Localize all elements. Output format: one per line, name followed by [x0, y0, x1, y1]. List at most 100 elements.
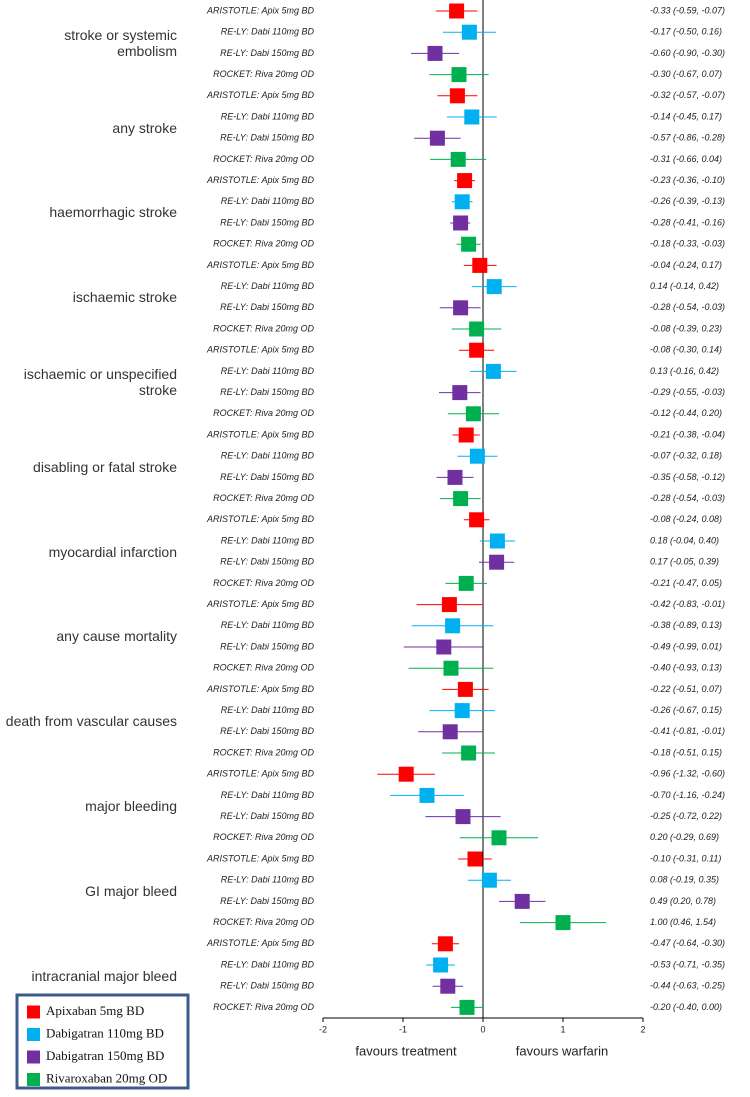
legend-label: Rivaroxaban 20mg OD	[46, 1070, 167, 1085]
point-estimate	[449, 88, 465, 104]
point-estimate	[481, 872, 497, 888]
outcome-label: GI major bleed	[85, 882, 177, 899]
point-estimate	[489, 554, 505, 570]
trial-label: ARISTOTLE: Apix 5mg BD	[206, 345, 315, 355]
value-label: -0.31 (-0.66, 0.04)	[650, 154, 722, 164]
legend-swatch	[27, 1028, 40, 1041]
outcome-label: haemorrhagic stroke	[49, 204, 177, 221]
legend-swatch	[27, 1005, 40, 1019]
point-estimate	[449, 3, 465, 19]
point-estimate	[555, 915, 571, 931]
point-estimate	[457, 681, 473, 697]
trial-label: ROCKET: Riva 20mg OD	[213, 832, 314, 842]
value-label: -0.04 (-0.24, 0.17)	[650, 260, 722, 270]
x-tick-label: 2	[640, 1024, 645, 1034]
trial-label: RE-LY: Dabi 150mg BD	[220, 387, 314, 397]
point-estimate	[472, 257, 488, 273]
trial-label: ARISTOTLE: Apix 5mg BD	[206, 260, 315, 270]
value-label: -0.10 (-0.31, 0.11)	[650, 853, 721, 863]
point-estimate	[427, 45, 443, 61]
trial-label: RE-LY: Dabi 110mg BD	[221, 959, 315, 969]
trial-label: ARISTOTLE: Apix 5mg BD	[206, 769, 315, 779]
trial-label: ROCKET: Riva 20mg OD	[213, 917, 314, 927]
point-estimate	[461, 745, 477, 761]
value-label: -0.30 (-0.67, 0.07)	[650, 69, 722, 79]
trial-label: ARISTOTLE: Apix 5mg BD	[206, 429, 315, 439]
outcome-label: any stroke	[112, 119, 177, 136]
trial-label: RE-LY: Dabi 110mg BD	[221, 451, 315, 461]
legend-label: Dabigatran 150mg BD	[46, 1048, 164, 1063]
point-estimate	[469, 342, 485, 358]
point-estimate	[453, 215, 469, 231]
value-label: -0.18 (-0.33, -0.03)	[650, 239, 725, 249]
point-estimate	[514, 893, 530, 909]
point-estimate	[491, 830, 507, 846]
point-estimate	[459, 999, 475, 1015]
value-label: -0.28 (-0.41, -0.16)	[650, 217, 725, 227]
value-label: -0.08 (-0.24, 0.08)	[650, 514, 722, 524]
point-estimate	[469, 512, 485, 528]
value-label: -0.21 (-0.47, 0.05)	[650, 578, 722, 588]
value-label: 0.08 (-0.19, 0.35)	[650, 875, 719, 885]
value-label: -0.18 (-0.51, 0.15)	[650, 747, 722, 757]
trial-label: RE-LY: Dabi 110mg BD	[221, 27, 315, 37]
outcome-label: intracranial major bleed	[31, 967, 177, 984]
value-label: -0.60 (-0.90, -0.30)	[650, 48, 725, 58]
value-label: -0.44 (-0.63, -0.25)	[650, 981, 725, 991]
point-estimate	[419, 787, 435, 803]
trial-label: ARISTOTLE: Apix 5mg BD	[206, 5, 315, 15]
trial-label: RE-LY: Dabi 150mg BD	[220, 133, 314, 143]
value-label: -0.23 (-0.36, -0.10)	[650, 175, 725, 185]
point-estimate	[453, 491, 469, 507]
trial-label: RE-LY: Dabi 150mg BD	[220, 896, 314, 906]
point-estimate	[454, 703, 470, 719]
trial-label: ARISTOTLE: Apix 5mg BD	[206, 599, 315, 609]
point-estimate	[458, 427, 474, 443]
value-label: -0.12 (-0.44, 0.20)	[650, 408, 722, 418]
trial-label: RE-LY: Dabi 110mg BD	[221, 281, 315, 291]
x-tick-label: 0	[480, 1024, 485, 1034]
point-estimate	[467, 851, 483, 867]
trial-label: RE-LY: Dabi 150mg BD	[220, 981, 314, 991]
point-estimate	[447, 469, 463, 485]
value-label: -0.25 (-0.72, 0.22)	[650, 811, 722, 821]
value-label: -0.08 (-0.39, 0.23)	[650, 323, 722, 333]
x-label-right: favours warfarin	[516, 1043, 608, 1058]
value-label: 0.17 (-0.05, 0.39)	[650, 557, 719, 567]
trial-label: ARISTOTLE: Apix 5mg BD	[206, 938, 315, 948]
value-label: 1.00 (0.46, 1.54)	[650, 917, 716, 927]
value-label: -0.07 (-0.32, 0.18)	[650, 451, 722, 461]
value-label: -0.14 (-0.45, 0.17)	[650, 111, 722, 121]
point-estimate	[485, 363, 501, 379]
x-tick-label: -1	[399, 1024, 407, 1034]
legend-box	[15, 993, 190, 1090]
point-estimate	[452, 385, 468, 401]
value-label: -0.26 (-0.67, 0.15)	[650, 705, 722, 715]
outcome-label: ischaemic stroke	[72, 289, 177, 306]
trial-label: ARISTOTLE: Apix 5mg BD	[206, 684, 315, 694]
trial-label: RE-LY: Dabi 110mg BD	[221, 366, 315, 376]
trial-label: RE-LY: Dabi 150mg BD	[220, 726, 314, 736]
point-estimate	[486, 279, 502, 295]
value-label: -0.38 (-0.89, 0.13)	[650, 620, 722, 630]
x-tick-label: -2	[319, 1024, 327, 1034]
point-estimate	[429, 130, 445, 146]
legend-swatch	[27, 1073, 40, 1086]
value-label: -0.70 (-1.16, -0.24)	[650, 790, 725, 800]
point-estimate	[451, 67, 467, 83]
value-label: 0.13 (-0.16, 0.42)	[650, 366, 719, 376]
trial-label: ROCKET: Riva 20mg OD	[213, 239, 314, 249]
x-label-left: favours treatment	[355, 1043, 457, 1058]
trial-label: RE-LY: Dabi 150mg BD	[220, 217, 314, 227]
point-estimate	[454, 194, 470, 210]
point-estimate	[461, 236, 477, 252]
value-label: 0.20 (-0.29, 0.69)	[650, 832, 719, 842]
point-estimate	[433, 957, 449, 973]
point-estimate	[436, 639, 452, 655]
value-label: -0.26 (-0.39, -0.13)	[650, 196, 725, 206]
trial-label: ARISTOTLE: Apix 5mg BD	[206, 853, 315, 863]
value-label: -0.29 (-0.55, -0.03)	[650, 387, 725, 397]
trial-label: RE-LY: Dabi 110mg BD	[221, 196, 315, 206]
point-estimate	[455, 809, 471, 825]
